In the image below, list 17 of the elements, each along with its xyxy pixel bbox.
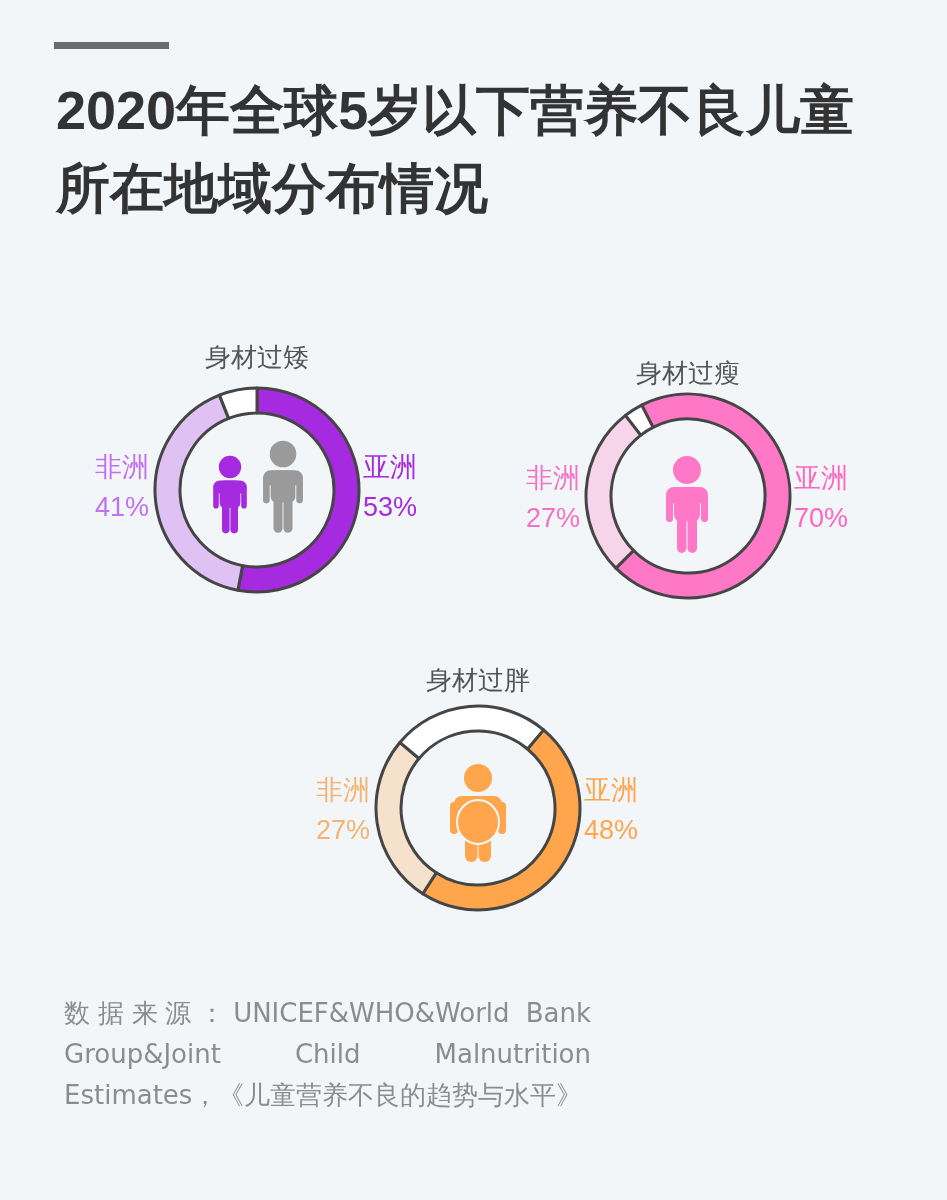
slice-label: 非洲 [315, 774, 370, 807]
text: 2020年全球5岁以下营养不良儿童所在地域分布情况 [56, 79, 856, 220]
chart-title: 身材过瘦 [635, 357, 741, 390]
slice-label: 亚洲 [584, 774, 639, 807]
slice-label: 非洲 [94, 451, 149, 484]
chart-title: 身材过胖 [425, 664, 531, 697]
data-label: 27% [314, 814, 370, 847]
data-label: 48% [584, 814, 640, 847]
slice-label: 非洲 [525, 462, 580, 495]
slice-label: 亚洲 [363, 451, 418, 484]
data-label: 53% [363, 491, 419, 524]
data-label: 27% [524, 502, 580, 535]
source-note: 数据来源：UNICEF&WHO&World Bank Group&Joint Child Malnutrition Estimates，《儿童营养不良的趋势与水平》 [64, 997, 591, 1112]
data-label: 70% [794, 502, 850, 535]
slice-label: 亚洲 [794, 462, 849, 495]
data-label: 41% [93, 491, 149, 524]
chart-title: 身材过矮 [204, 341, 310, 374]
